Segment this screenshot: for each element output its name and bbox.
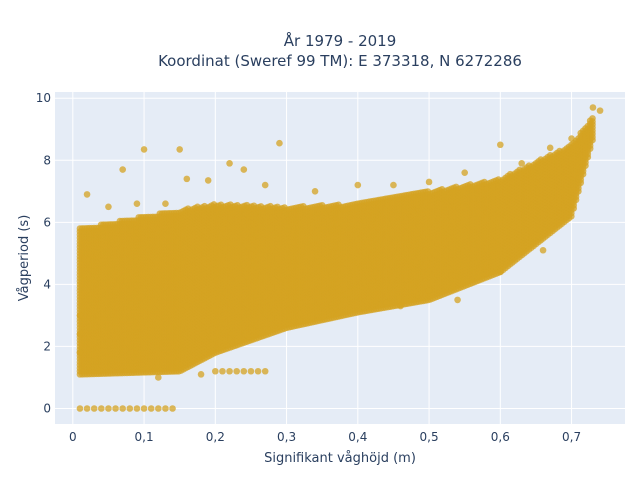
chart-title-line-2: Koordinat (Sweref 99 TM): E 373318, N 62… xyxy=(158,52,522,70)
data-points xyxy=(76,104,604,412)
chart-title-line-1: År 1979 - 2019 xyxy=(284,31,397,50)
